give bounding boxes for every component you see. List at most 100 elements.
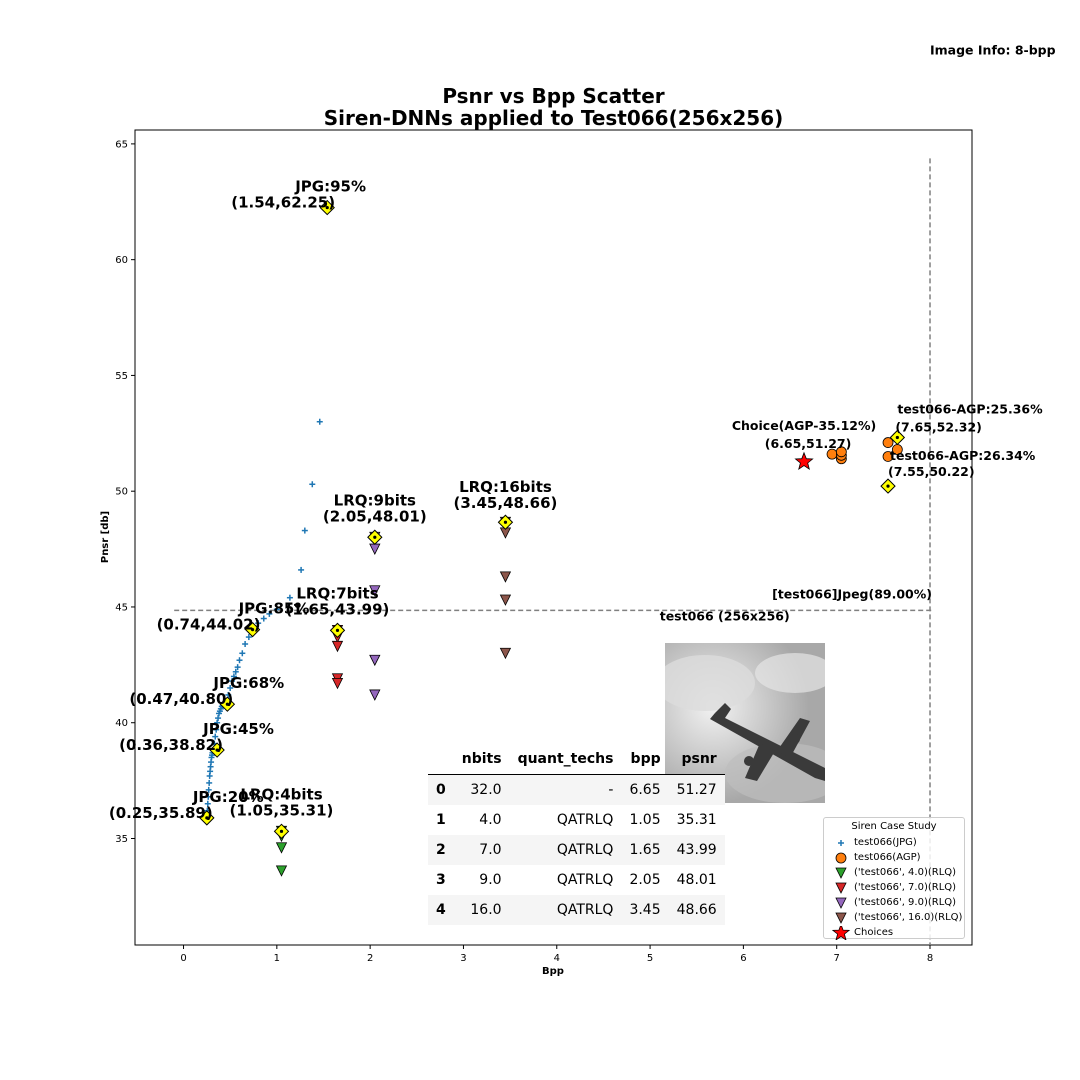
- table-cell: 48.66: [676, 902, 717, 918]
- y-tick-label: 55: [115, 371, 128, 382]
- legend-title: Siren Case Study: [851, 821, 937, 832]
- x-tick-label: 2: [367, 953, 373, 964]
- chart-title-line2: Siren-DNNs applied to Test066(256x256): [323, 106, 784, 130]
- table-row: 0 32.0 - 6.65 51.27: [428, 774, 725, 805]
- table-header-row: nbits quant_techs bpp psnr: [428, 744, 725, 775]
- table-cell: 4.0: [479, 812, 502, 828]
- table-row: 1 4.0 QATRLQ 1.05 35.31: [428, 805, 725, 835]
- table-cell: 2: [436, 842, 446, 858]
- annotation-label: (3.45,48.66): [454, 494, 558, 512]
- table-cell: 7.0: [479, 842, 502, 858]
- table-header-cell: psnr: [668, 744, 725, 775]
- data-point-triangle-down: [499, 647, 512, 660]
- legend-swatch: [835, 897, 847, 909]
- table-cell: 0: [436, 782, 446, 798]
- data-point-triangle-down: [369, 654, 381, 667]
- x-tick-label: 7: [834, 953, 840, 964]
- x-tick-label: 8: [927, 953, 933, 964]
- table-cell: -: [608, 782, 614, 798]
- y-tick-label: 40: [115, 718, 128, 729]
- annotation-label: Choice(AGP-35.12%): [732, 418, 876, 433]
- data-point-circle: [882, 437, 894, 448]
- data-point-triangle-down: [499, 571, 512, 583]
- annotation-label: test066-AGP:26.34%: [890, 448, 1036, 463]
- data-point-plus: [242, 641, 249, 648]
- legend-item: ('test066', 16.0)(RLQ): [824, 910, 964, 925]
- annotation-label: (1.54,62.25): [231, 194, 335, 212]
- y-tick-label: 65: [115, 139, 128, 150]
- highlight-dot: [279, 829, 284, 833]
- data-point-plus: [260, 615, 267, 622]
- airplane-icon: [710, 703, 825, 781]
- legend-item: Choices: [824, 925, 964, 940]
- legend-marker: [835, 882, 847, 894]
- data-point-plus: [273, 606, 280, 613]
- highlight-dot: [503, 520, 508, 524]
- legend: Siren Case Study test066(JPG) test066(AGP…: [823, 817, 965, 940]
- data-point-plus: [236, 657, 243, 664]
- annotation-label: JPG:45%: [202, 720, 274, 738]
- data-point-plus: [204, 800, 211, 807]
- data-point-star: [794, 451, 814, 471]
- table-row: 2 7.0 QATRLQ 1.65 43.99: [428, 835, 725, 865]
- y-tick-label: 45: [115, 602, 128, 613]
- data-point-plus: [214, 719, 221, 726]
- data-point-plus: [213, 726, 220, 733]
- data-point-plus: [298, 566, 305, 573]
- y-tick-label: 50: [115, 487, 128, 498]
- data-point-plus: [232, 668, 239, 675]
- data-point-plus: [206, 779, 213, 786]
- legend-item: ('test066', 9.0)(RLQ): [824, 895, 964, 910]
- table-header-cell: bpp: [621, 744, 669, 775]
- annotation-label: (7.55,50.22): [888, 464, 975, 479]
- legend-label: Choices: [854, 927, 894, 938]
- highlight-dot: [325, 205, 329, 210]
- data-point-triangle-down: [369, 689, 381, 701]
- legend-swatch: [831, 925, 851, 940]
- table-cell: 4: [436, 902, 446, 918]
- legend-label: ('test066', 9.0)(RLQ): [854, 897, 957, 908]
- annotation-label: (0.74,44.02): [157, 616, 261, 634]
- table-cell: 1: [436, 812, 446, 828]
- table-cell: 32.0: [470, 782, 502, 798]
- legend-item: test066(JPG): [824, 835, 964, 850]
- table-cell: 16.0: [470, 902, 502, 918]
- annotation-label: Image Info: 8-bpp: [930, 42, 1056, 57]
- annotation-label: JPG:95%: [294, 178, 366, 196]
- legend-swatch: [835, 912, 847, 924]
- legend-swatch: [838, 839, 844, 846]
- highlight-dot: [215, 748, 219, 752]
- x-tick-label: 5: [647, 953, 653, 964]
- reference-lines: [174, 158, 934, 944]
- data-point-circle: [835, 446, 847, 458]
- table-cell: QATRLQ: [556, 872, 614, 888]
- annotation-label: test066 (256x256): [660, 608, 790, 623]
- data-point-plus: [301, 527, 308, 534]
- table-cell: 2.05: [629, 872, 661, 888]
- data-point-triangle-down: [499, 594, 512, 606]
- legend-item: test066(AGP): [824, 850, 964, 865]
- data-point-plus: [227, 684, 234, 691]
- legend-item: ('test066', 4.0)(RLQ): [824, 865, 964, 880]
- table-row: 4 16.0 QATRLQ 3.45 48.66: [428, 895, 725, 925]
- highlight-dot: [225, 702, 229, 706]
- chart-title-line1: Psnr vs Bpp Scatter: [442, 84, 665, 108]
- highlight-dot: [250, 628, 255, 632]
- legend-label: ('test066', 16.0)(RLQ): [854, 912, 963, 923]
- data-marks: [199, 199, 906, 877]
- y-axis-label: Pnsr [db]: [100, 511, 111, 563]
- x-tick-label: 4: [554, 953, 560, 964]
- annotation-label: (1.05,35.31): [230, 801, 334, 819]
- table-cell: QATRLQ: [556, 812, 614, 828]
- data-point-triangle-down: [331, 640, 344, 653]
- table-cell: 1.05: [629, 812, 661, 828]
- data-point-plus: [234, 664, 241, 671]
- highlight-dot: [886, 484, 890, 488]
- highlight-dot: [205, 816, 209, 820]
- test-image-thumbnail: [665, 643, 825, 803]
- table-cell: 48.01: [676, 872, 717, 888]
- data-point-plus: [245, 634, 252, 641]
- annotation-label: LRQ:7bits: [296, 584, 378, 602]
- annotation-label: LRQ:4bits: [240, 785, 322, 803]
